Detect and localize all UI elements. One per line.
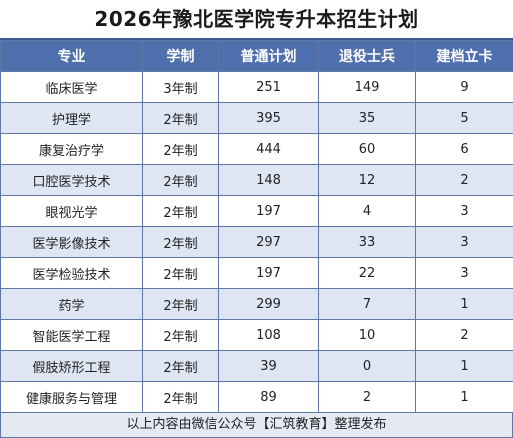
column-header-regular-plan: 普通计划 <box>219 41 319 72</box>
column-header-veterans: 退役士兵 <box>319 41 416 72</box>
poverty-registered-cell: 3 <box>416 196 513 227</box>
veterans-cell: 2 <box>319 382 416 413</box>
major-cell: 智能医学工程 <box>1 320 143 351</box>
duration-cell: 2年制 <box>143 134 219 165</box>
regular-plan-cell: 395 <box>219 103 319 134</box>
major-cell: 医学检验技术 <box>1 258 143 289</box>
regular-plan-cell: 299 <box>219 289 319 320</box>
veterans-cell: 10 <box>319 320 416 351</box>
duration-cell: 2年制 <box>143 351 219 382</box>
regular-plan-cell: 444 <box>219 134 319 165</box>
source-note: 以上内容由微信公众号【汇筑教育】整理发布 <box>0 413 513 438</box>
duration-cell: 2年制 <box>143 227 219 258</box>
duration-cell: 2年制 <box>143 320 219 351</box>
poverty-registered-cell: 1 <box>416 351 513 382</box>
regular-plan-cell: 39 <box>219 351 319 382</box>
duration-cell: 2年制 <box>143 382 219 413</box>
regular-plan-cell: 197 <box>219 196 319 227</box>
duration-cell: 2年制 <box>143 196 219 227</box>
duration-cell: 3年制 <box>143 72 219 103</box>
poverty-registered-cell: 1 <box>416 382 513 413</box>
regular-plan-cell: 297 <box>219 227 319 258</box>
poverty-registered-cell: 3 <box>416 258 513 289</box>
veterans-cell: 22 <box>319 258 416 289</box>
major-cell: 临床医学 <box>1 72 143 103</box>
veterans-cell: 7 <box>319 289 416 320</box>
poverty-registered-cell: 9 <box>416 72 513 103</box>
veterans-cell: 4 <box>319 196 416 227</box>
poverty-registered-cell: 2 <box>416 320 513 351</box>
regular-plan-cell: 197 <box>219 258 319 289</box>
veterans-cell: 0 <box>319 351 416 382</box>
duration-cell: 2年制 <box>143 289 219 320</box>
regular-plan-cell: 108 <box>219 320 319 351</box>
poverty-registered-cell: 6 <box>416 134 513 165</box>
major-cell: 眼视光学 <box>1 196 143 227</box>
table-header-row: 专业 学制 普通计划 退役士兵 建档立卡 <box>1 41 513 72</box>
regular-plan-cell: 148 <box>219 165 319 196</box>
poverty-registered-cell: 3 <box>416 227 513 258</box>
page-title: 2026年豫北医学院专升本招生计划 <box>0 0 513 40</box>
major-cell: 假肢矫形工程 <box>1 351 143 382</box>
major-cell: 健康服务与管理 <box>1 382 143 413</box>
major-cell: 护理学 <box>1 103 143 134</box>
duration-cell: 2年制 <box>143 165 219 196</box>
major-cell: 医学影像技术 <box>1 227 143 258</box>
veterans-cell: 12 <box>319 165 416 196</box>
duration-cell: 2年制 <box>143 258 219 289</box>
veterans-cell: 149 <box>319 72 416 103</box>
major-cell: 药学 <box>1 289 143 320</box>
regular-plan-cell: 89 <box>219 382 319 413</box>
veterans-cell: 33 <box>319 227 416 258</box>
poverty-registered-cell: 5 <box>416 103 513 134</box>
veterans-cell: 35 <box>319 103 416 134</box>
column-header-major: 专业 <box>1 41 143 72</box>
major-cell: 康复治疗学 <box>1 134 143 165</box>
column-header-poverty-registered: 建档立卡 <box>416 41 513 72</box>
regular-plan-cell: 251 <box>219 72 319 103</box>
poverty-registered-cell: 1 <box>416 289 513 320</box>
veterans-cell: 60 <box>319 134 416 165</box>
poverty-registered-cell: 2 <box>416 165 513 196</box>
duration-cell: 2年制 <box>143 103 219 134</box>
major-cell: 口腔医学技术 <box>1 165 143 196</box>
column-header-duration: 学制 <box>143 41 219 72</box>
